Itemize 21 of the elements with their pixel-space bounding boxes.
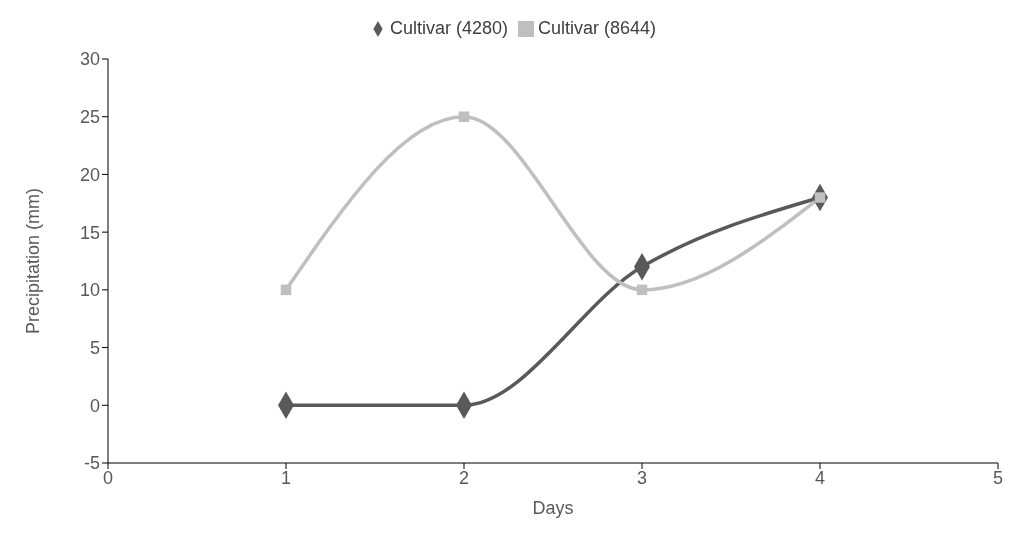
y-tick-label: 15 xyxy=(79,222,100,243)
x-tick-label: 0 xyxy=(102,467,114,488)
x-tick-label: 2 xyxy=(458,467,470,488)
point xyxy=(636,284,648,296)
x-tick-label: 3 xyxy=(636,467,648,488)
point xyxy=(280,284,292,296)
legend-label: Cultivar (8644) xyxy=(538,18,657,38)
y-tick-label: 20 xyxy=(79,164,100,185)
point xyxy=(458,111,470,122)
y-axis-title: Precipitation (mm) xyxy=(23,187,44,335)
y-tick-label: -5 xyxy=(83,453,100,474)
y-tick-label: 30 xyxy=(79,49,100,70)
y-tick-label: 5 xyxy=(89,337,100,358)
y-tick-label: 10 xyxy=(79,280,100,301)
y-tick-label: 25 xyxy=(79,107,100,128)
x-tick-label: 5 xyxy=(992,467,1004,488)
y-tick-label: 0 xyxy=(89,395,100,416)
x-tick-label: 4 xyxy=(814,467,826,488)
x-axis-title: Days xyxy=(532,497,574,518)
x-tick-label: 1 xyxy=(280,467,292,488)
legend-label: Cultivar (4280) xyxy=(389,18,508,38)
